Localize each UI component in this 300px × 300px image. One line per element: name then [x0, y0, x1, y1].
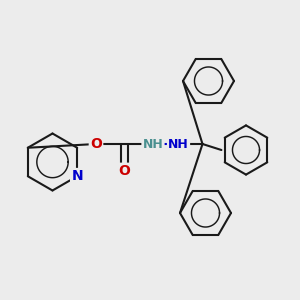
Text: NH: NH [142, 137, 164, 151]
Text: O: O [90, 137, 102, 151]
Text: NH: NH [168, 137, 189, 151]
Text: N: N [71, 169, 83, 183]
Text: O: O [118, 164, 130, 178]
